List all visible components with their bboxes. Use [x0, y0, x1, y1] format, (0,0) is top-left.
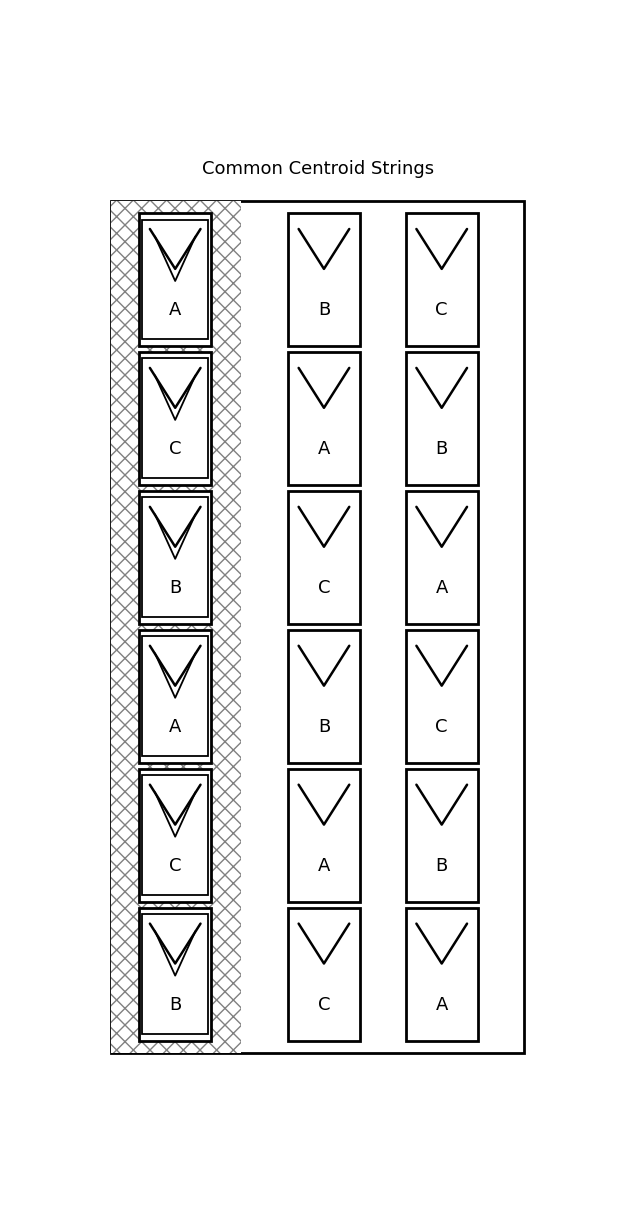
Bar	[139, 491, 211, 624]
Bar	[405, 769, 478, 902]
Bar	[405, 352, 478, 485]
Bar	[405, 213, 478, 346]
Bar	[405, 908, 478, 1041]
Bar	[139, 908, 211, 1041]
Bar	[288, 908, 360, 1041]
Bar	[405, 630, 478, 763]
Bar	[143, 636, 208, 757]
Bar	[139, 213, 211, 346]
Text: C: C	[169, 440, 182, 458]
Text: A: A	[169, 718, 182, 736]
Text: B: B	[318, 718, 330, 736]
Text: C: C	[317, 996, 330, 1013]
Text: A: A	[318, 857, 330, 875]
Text: A: A	[318, 440, 330, 458]
Bar	[405, 630, 478, 763]
Bar	[288, 491, 360, 624]
Bar	[288, 630, 360, 763]
Bar	[143, 359, 208, 479]
Bar	[405, 769, 478, 902]
Bar	[143, 914, 208, 1034]
Bar	[139, 630, 211, 763]
Bar	[288, 213, 360, 346]
Bar	[111, 201, 525, 1053]
Bar	[139, 769, 211, 902]
Bar	[139, 908, 211, 1041]
Bar	[405, 908, 478, 1041]
Text: C: C	[317, 579, 330, 597]
Text: A: A	[435, 996, 448, 1013]
Bar	[139, 213, 211, 346]
Bar	[288, 352, 360, 485]
Text: C: C	[435, 718, 448, 736]
Bar	[405, 491, 478, 624]
Bar	[288, 908, 360, 1041]
Bar	[405, 213, 478, 346]
Bar	[139, 352, 211, 485]
Text: B: B	[169, 996, 181, 1013]
Bar	[405, 491, 478, 624]
Bar	[288, 630, 360, 763]
Bar	[288, 213, 360, 346]
Text: B: B	[436, 440, 448, 458]
Text: B: B	[318, 301, 330, 319]
Bar	[111, 201, 241, 1053]
Text: A: A	[435, 579, 448, 597]
Text: C: C	[435, 301, 448, 319]
Text: C: C	[169, 857, 182, 875]
Bar	[139, 769, 211, 902]
Bar	[143, 497, 208, 618]
Bar	[288, 769, 360, 902]
Text: B: B	[436, 857, 448, 875]
Bar	[139, 491, 211, 624]
Bar	[143, 775, 208, 895]
Bar	[139, 630, 211, 763]
Text: A: A	[169, 301, 182, 319]
Text: Common Centroid Strings: Common Centroid Strings	[202, 161, 434, 178]
Bar	[405, 352, 478, 485]
Bar	[139, 352, 211, 485]
Bar	[143, 220, 208, 340]
Bar	[288, 352, 360, 485]
Text: B: B	[169, 579, 181, 597]
Bar	[288, 491, 360, 624]
Bar	[288, 769, 360, 902]
